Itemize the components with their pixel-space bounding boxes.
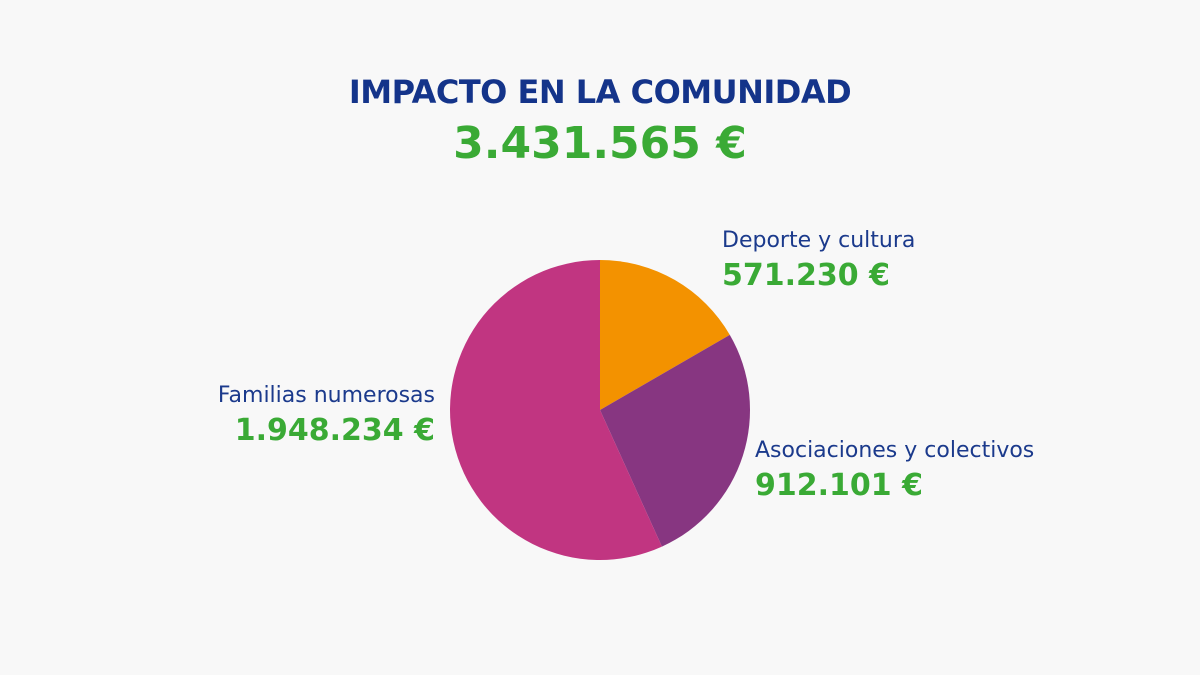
pie-slices (450, 260, 751, 560)
label-familias-numerosas-name: Familias numerosas (217, 383, 435, 408)
label-asociaciones-y-colectivos-name: Asociaciones y colectivos (755, 438, 1035, 463)
label-asociaciones-y-colectivos: Asociaciones y colectivos 912.101 € (755, 436, 1034, 506)
pie-slice-asociaciones-y-colectivos (600, 334, 751, 547)
chart-title: IMPACTO EN LA COMUNIDAD (348, 73, 852, 111)
label-familias-numerosas: Familias numerosas 1.948.234 € (218, 381, 435, 451)
pie-slice-familias-numerosas (450, 260, 662, 560)
label-deporte-y-cultura-name: Deporte y cultura (722, 228, 916, 253)
label-deporte-y-cultura: Deporte y cultura 571.230 € (722, 226, 915, 296)
chart-total-value: 3.431.565 € (453, 118, 747, 169)
label-asociaciones-y-colectivos-value: 912.101 € (755, 468, 923, 503)
label-familias-numerosas-value: 1.948.234 € (234, 413, 435, 448)
label-deporte-y-cultura-value: 571.230 € (722, 258, 890, 293)
pie-slice-deporte-y-cultura (600, 260, 730, 410)
